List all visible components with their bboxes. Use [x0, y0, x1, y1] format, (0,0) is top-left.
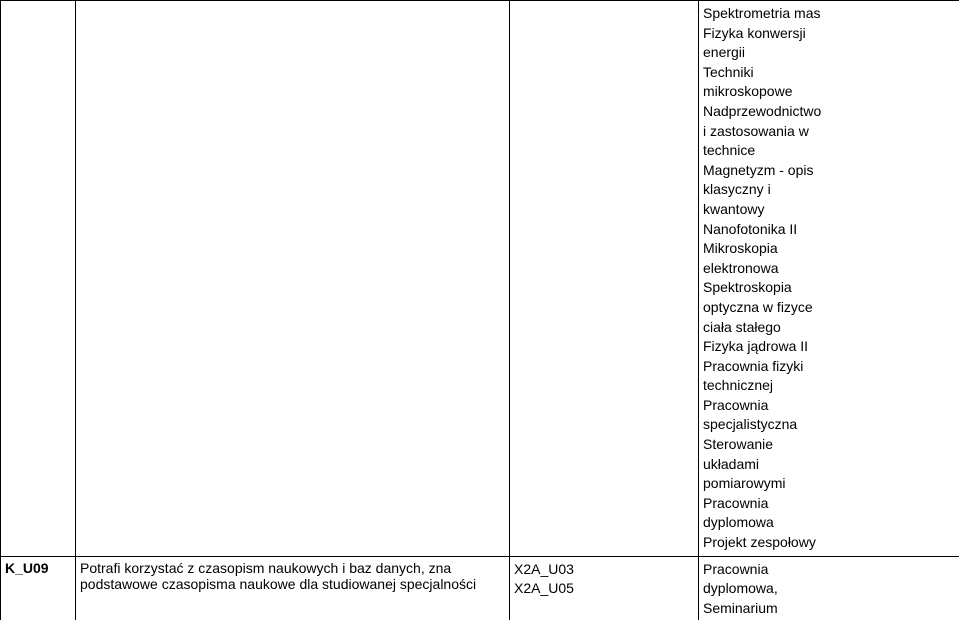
- ref-line: X2A_U03: [514, 560, 694, 580]
- cell-desc: Potrafi korzystać z czasopism naukowych …: [76, 556, 510, 620]
- course-line: Projekt zespołowy: [703, 533, 955, 553]
- course-line: dyplomowa,: [703, 579, 955, 599]
- course-line: dyplomowa: [703, 513, 955, 533]
- outcomes-table: Spektrometria mas Fizyka konwersji energ…: [0, 0, 959, 620]
- table-row: Spektrometria mas Fizyka konwersji energ…: [1, 1, 959, 557]
- course-line: energii: [703, 43, 955, 63]
- course-line: pomiarowymi: [703, 474, 955, 494]
- cell-courses: Pracownia dyplomowa, Seminarium Język ob…: [699, 556, 959, 620]
- course-line: elektronowa: [703, 259, 955, 279]
- course-line: mikroskopowe: [703, 82, 955, 102]
- course-line: Seminarium: [703, 599, 955, 619]
- course-line: Sterowanie: [703, 435, 955, 455]
- cell-refs: X2A_U03 X2A_U05: [510, 556, 699, 620]
- cell-code: K_U09: [1, 556, 76, 620]
- course-line: Mikroskopia: [703, 239, 955, 259]
- course-line: klasyczny i: [703, 180, 955, 200]
- course-line: Nanofotonika II: [703, 220, 955, 240]
- course-line: Pracownia: [703, 494, 955, 514]
- course-line: technice: [703, 141, 955, 161]
- code-text: K_U09: [5, 560, 49, 576]
- course-line: Fizyka konwersji: [703, 24, 955, 44]
- course-line: Pracownia fizyki: [703, 357, 955, 377]
- ref-line: X2A_U05: [514, 579, 694, 599]
- course-line: Magnetyzm - opis: [703, 161, 955, 181]
- desc-text: Potrafi korzystać z czasopism naukowych …: [80, 560, 476, 592]
- cell-refs: [510, 1, 699, 557]
- course-line: kwantowy: [703, 200, 955, 220]
- course-line: układami: [703, 455, 955, 475]
- course-line: Techniki: [703, 63, 955, 83]
- course-line: Spektroskopia: [703, 278, 955, 298]
- course-line: Nadprzewodnictwo: [703, 102, 955, 122]
- course-line: ciała stałego: [703, 318, 955, 338]
- cell-courses: Spektrometria mas Fizyka konwersji energ…: [699, 1, 959, 557]
- cell-desc: [76, 1, 510, 557]
- table-row: K_U09 Potrafi korzystać z czasopism nauk…: [1, 556, 959, 620]
- course-line: specjalistyczna: [703, 415, 955, 435]
- cell-code: [1, 1, 76, 557]
- course-line: Spektrometria mas: [703, 4, 955, 24]
- course-line: Pracownia: [703, 396, 955, 416]
- course-line: Fizyka jądrowa II: [703, 337, 955, 357]
- course-line: i zastosowania w: [703, 122, 955, 142]
- course-line: technicznej: [703, 376, 955, 396]
- course-line: optyczna w fizyce: [703, 298, 955, 318]
- course-line: Pracownia: [703, 560, 955, 580]
